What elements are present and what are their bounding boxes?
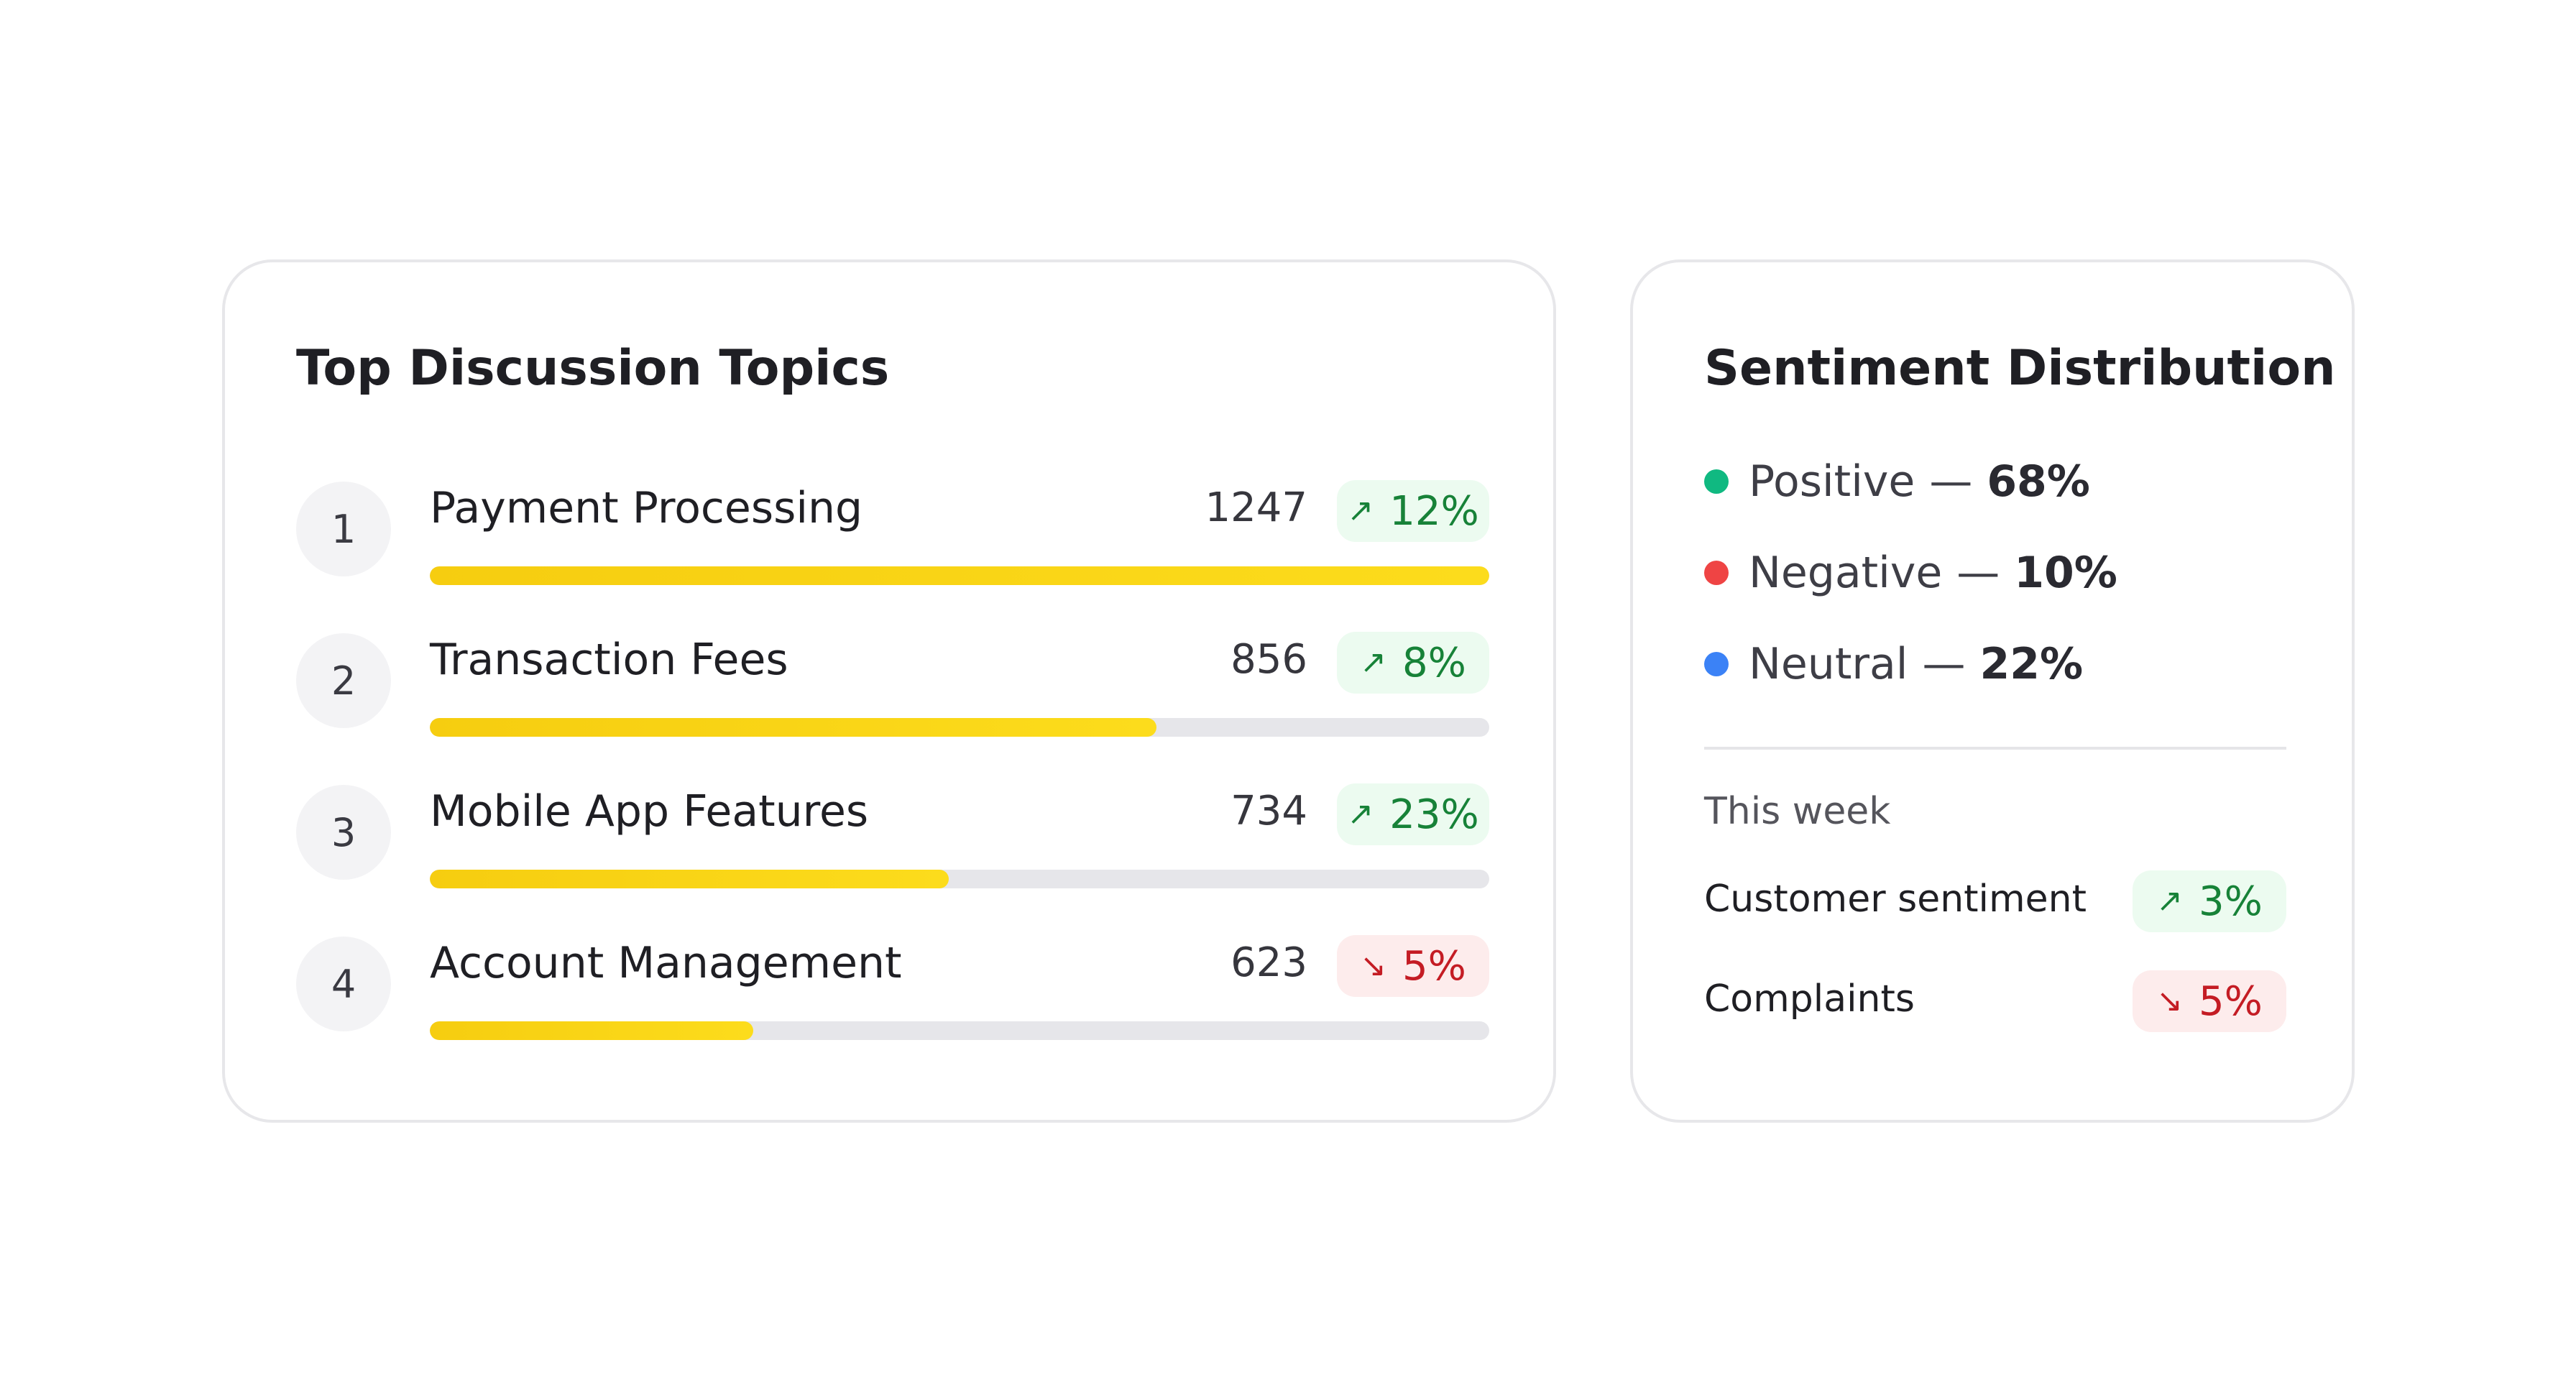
- topic-row[interactable]: 2 Transaction Fees 856 ↗ 8%: [296, 632, 1489, 741]
- week-row-label: Complaints: [1704, 978, 1915, 1021]
- trend-arrow-icon: ↗: [1360, 644, 1387, 681]
- legend-item-neutral: Neutral — 22%: [1704, 635, 2083, 693]
- legend-label: Neutral: [1749, 639, 1908, 689]
- legend-label: Positive: [1749, 456, 1915, 507]
- topic-row[interactable]: 3 Mobile App Features 734 ↗ 23%: [296, 783, 1489, 893]
- topics-card-title: Top Discussion Topics: [296, 340, 890, 397]
- topic-rank: 1: [296, 482, 391, 576]
- legend-dash: —: [1922, 639, 1966, 689]
- legend-label: Negative: [1749, 548, 1943, 598]
- legend-dot-icon: [1704, 652, 1729, 676]
- topic-count: 623: [1230, 939, 1307, 986]
- topic-progress-track: [430, 718, 1489, 737]
- legend-dash: —: [1929, 456, 1973, 507]
- topic-change-value: 5%: [1402, 942, 1466, 990]
- topic-row[interactable]: 4 Account Management 623 ↘ 5%: [296, 935, 1489, 1044]
- topic-change-value: 23%: [1389, 791, 1479, 838]
- week-change-badge: ↗ 3%: [2133, 870, 2286, 932]
- legend-dot-icon: [1704, 469, 1729, 494]
- week-row-customer-sentiment: Customer sentiment ↗ 3%: [1704, 870, 2286, 935]
- topic-progress-track: [430, 870, 1489, 888]
- topic-progress-track: [430, 1021, 1489, 1040]
- topic-row[interactable]: 1 Payment Processing 1247 ↗ 12%: [296, 480, 1489, 589]
- legend-dash: —: [1956, 548, 2000, 598]
- legend-dot-icon: [1704, 561, 1729, 585]
- topic-name: Mobile App Features: [430, 786, 869, 837]
- topic-rank: 4: [296, 937, 391, 1031]
- this-week-label: This week: [1704, 790, 1891, 833]
- topic-progress-fill: [430, 566, 1489, 585]
- topic-progress-fill: [430, 718, 1157, 737]
- topic-rank: 2: [296, 633, 391, 728]
- topic-name: Account Management: [430, 938, 902, 988]
- legend-value: 10%: [2014, 548, 2117, 598]
- topic-count: 1247: [1205, 484, 1307, 531]
- week-row-label: Customer sentiment: [1704, 878, 2087, 921]
- week-change-badge: ↘ 5%: [2133, 970, 2286, 1032]
- trend-arrow-icon: ↗: [2156, 883, 2184, 919]
- week-row-complaints: Complaints ↘ 5%: [1704, 970, 2286, 1035]
- topic-name: Transaction Fees: [430, 635, 788, 685]
- legend-value: 22%: [1979, 639, 2084, 689]
- topic-change-badge: ↗ 8%: [1337, 632, 1489, 694]
- topic-change-badge: ↗ 23%: [1337, 783, 1489, 845]
- legend-item-negative: Negative — 10%: [1704, 544, 2117, 602]
- topic-name: Payment Processing: [430, 483, 863, 533]
- topic-change-value: 12%: [1389, 487, 1479, 535]
- trend-arrow-icon: ↗: [1347, 492, 1374, 529]
- topic-progress-track: [430, 566, 1489, 585]
- topic-count: 734: [1230, 788, 1307, 834]
- topic-change-badge: ↘ 5%: [1337, 935, 1489, 997]
- week-change-value: 5%: [2199, 978, 2263, 1025]
- trend-arrow-icon: ↘: [2156, 983, 2184, 1019]
- topic-change-value: 8%: [1402, 639, 1466, 686]
- topic-rank: 3: [296, 785, 391, 880]
- topic-progress-fill: [430, 870, 949, 888]
- legend-item-positive: Positive — 68%: [1704, 453, 2090, 510]
- divider: [1704, 747, 2286, 750]
- sentiment-card-title: Sentiment Distribution: [1704, 340, 2336, 397]
- week-change-value: 3%: [2199, 878, 2263, 925]
- top-discussion-topics-card: Top Discussion Topics 1 Payment Processi…: [222, 259, 1556, 1123]
- topic-change-badge: ↗ 12%: [1337, 480, 1489, 542]
- trend-arrow-icon: ↘: [1360, 947, 1387, 984]
- trend-arrow-icon: ↗: [1347, 796, 1374, 832]
- sentiment-distribution-card: Sentiment Distribution Positive — 68% Ne…: [1630, 259, 2355, 1123]
- legend-value: 68%: [1987, 456, 2090, 507]
- topic-count: 856: [1230, 636, 1307, 683]
- topic-progress-fill: [430, 1021, 753, 1040]
